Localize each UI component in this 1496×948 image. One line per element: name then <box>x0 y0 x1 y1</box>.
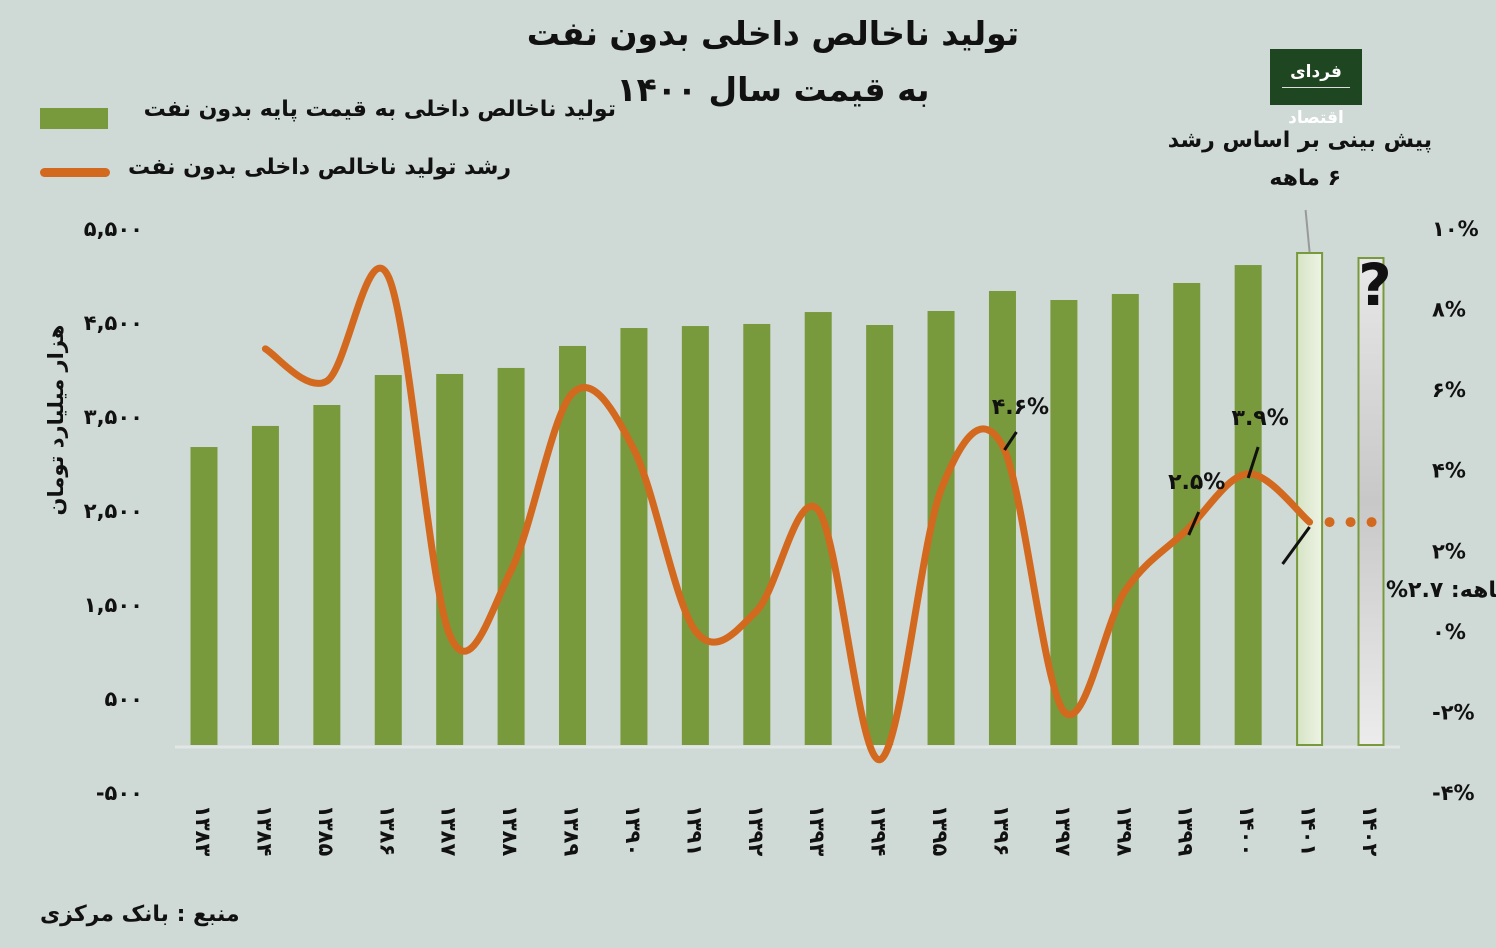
y-tick-right: ۴% <box>1432 459 1466 483</box>
bar <box>374 375 402 745</box>
legend-line-label: رشد تولید ناخالص داخلی بدون نفت <box>128 155 511 180</box>
annotation-label: ۴.۶% <box>992 395 1049 420</box>
legend-bar-swatch <box>40 108 108 129</box>
legend-bar-label: تولید ناخالص داخلی به قیمت پایه بدون نفت <box>143 97 616 122</box>
y-tick-left: ۵,۵۰۰ <box>84 217 143 241</box>
bar <box>620 328 648 745</box>
forecast-note-line2: ۶ ماهه <box>1269 166 1341 191</box>
y-tick-right: ۱۰% <box>1432 217 1479 241</box>
bar <box>313 405 341 745</box>
y-tick-right: -۴% <box>1432 781 1475 805</box>
bar <box>681 326 709 745</box>
y-tick-right: ۶% <box>1432 378 1466 402</box>
x-tick-label: ۱۳۹۰ <box>621 805 645 856</box>
y-tick-right: ۲% <box>1432 539 1466 563</box>
x-tick-label: ۱۳۸۶ <box>375 805 399 856</box>
logo-text: فردای اقتصاد <box>1288 62 1344 128</box>
annotation-leader <box>1246 446 1260 479</box>
annotation-label: ۳.۹% <box>1232 406 1289 431</box>
y-tick-right: -۲% <box>1432 700 1475 724</box>
x-tick-label: ۱۳۸۴ <box>252 805 276 856</box>
bar <box>190 447 218 745</box>
x-tick-label: ۱۳۹۶ <box>989 805 1013 856</box>
annotation-label: ۲.۵% <box>1168 470 1225 495</box>
x-tick-label: ۱۳۹۲ <box>744 805 768 856</box>
x-tick-label: ۱۳۸۹ <box>560 805 584 856</box>
x-tick-label: ۱۳۹۷ <box>1051 805 1075 856</box>
y-tick-right: ۰% <box>1432 620 1466 644</box>
y-tick-right: ۸% <box>1432 298 1466 322</box>
bar <box>1234 265 1262 745</box>
annotation-leader <box>1187 511 1201 536</box>
growth-dot-forecast <box>1345 517 1356 528</box>
bar <box>436 373 464 745</box>
x-tick-label: ۱۴۰۱ <box>1297 805 1321 856</box>
growth-line <box>261 264 1314 764</box>
y-tick-left: ۱,۵۰۰ <box>84 593 143 617</box>
logo: فردای اقتصاد <box>1270 49 1362 128</box>
bar <box>988 290 1016 745</box>
bar-forecast-unknown <box>1357 257 1385 746</box>
bar <box>1173 282 1201 745</box>
x-tick-label: ۱۳۸۸ <box>498 805 522 856</box>
x-tick-label: ۱۳۹۴ <box>867 805 891 856</box>
bar <box>1050 300 1078 745</box>
x-tick-label: ۱۳۸۵ <box>314 805 338 856</box>
chart-subtitle: به قیمت سال ۱۴۰۰ <box>616 70 930 109</box>
bar-forecast <box>1296 252 1324 746</box>
legend-line-swatch <box>40 168 110 177</box>
x-tick-label: ۱۳۹۱ <box>682 805 706 856</box>
y-tick-left: ۳,۵۰۰ <box>84 405 143 429</box>
x-tick-label: ۱۳۹۸ <box>1112 805 1136 856</box>
bar <box>1111 293 1139 745</box>
y-tick-left: ۲,۵۰۰ <box>84 499 143 523</box>
x-tick-label: ۱۳۹۳ <box>805 805 829 856</box>
annotation-question-mark: ? <box>1358 251 1392 319</box>
annotation-label: رشد ۶ ماهه: ۲.۷% <box>1386 578 1496 603</box>
x-tick-label: ۱۴۰۰ <box>1235 805 1259 856</box>
bar <box>251 425 279 745</box>
annotation-leader <box>1003 431 1018 451</box>
x-tick-label: ۱۳۹۹ <box>1174 805 1198 856</box>
x-tick-label: ۱۳۸۳ <box>191 805 215 856</box>
chart-title: تولید ناخالص داخلی بدون نفت <box>526 14 1020 53</box>
forecast-note-line1: پیش بینی بر اساس رشد <box>1167 128 1432 153</box>
x-tick-label: ۱۳۹۵ <box>928 805 952 856</box>
bar <box>743 323 771 745</box>
annotation-leader <box>1281 526 1311 565</box>
growth-dot-forecast <box>1366 517 1377 528</box>
y-tick-left: -۵۰۰ <box>96 781 143 805</box>
growth-dot-forecast <box>1324 517 1335 528</box>
source-note: منبع : بانک مرکزی <box>40 902 240 927</box>
x-tick-label: ۱۴۰۲ <box>1358 805 1382 856</box>
x-tick-label: ۱۳۸۷ <box>437 805 461 856</box>
forecast-note-leader <box>1304 209 1311 253</box>
bar <box>866 325 894 745</box>
y-tick-left: ۵۰۰ <box>105 687 143 711</box>
y-tick-left: ۴,۵۰۰ <box>84 311 143 335</box>
